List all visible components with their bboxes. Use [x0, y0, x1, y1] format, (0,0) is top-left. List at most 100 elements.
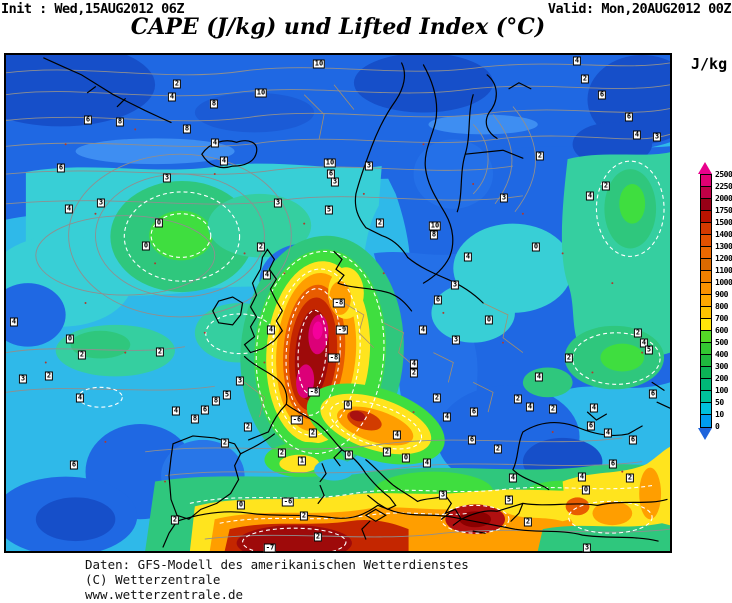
- lifted-index-label: 6: [628, 435, 638, 445]
- legend-band: [701, 211, 711, 223]
- lifted-index-label: 4: [442, 412, 452, 422]
- lifted-index-label: 10: [254, 88, 268, 98]
- legend-band: [701, 295, 711, 307]
- lifted-index-label: 4: [639, 338, 649, 348]
- lifted-index-label: 10: [323, 158, 337, 168]
- lifted-index-label: 0: [531, 242, 541, 252]
- legend-tick-label: 300: [715, 362, 728, 371]
- legend-tick-label: 200: [715, 374, 728, 383]
- lifted-index-label: 4: [572, 56, 582, 66]
- lifted-index-label: 5: [222, 390, 232, 400]
- legend-tick-label: 2000: [715, 194, 732, 203]
- legend-tick-label: 2250: [715, 182, 732, 191]
- legend-band: [701, 379, 711, 391]
- lifted-index-label: 4: [525, 402, 535, 412]
- legend-tick-label: 1000: [715, 278, 732, 287]
- scale-arrow-up-icon: [698, 162, 712, 174]
- legend-tick-label: 1500: [715, 218, 732, 227]
- lifted-index-label: 2: [77, 350, 87, 360]
- lifted-index-label: 6: [648, 389, 658, 399]
- lifted-index-label: 4: [422, 458, 432, 468]
- lifted-index-label: 0: [343, 400, 353, 410]
- legend-unit-label: J/kg: [691, 55, 728, 73]
- lifted-index-label: 2: [277, 448, 287, 458]
- legend-tick-label: 10: [715, 410, 724, 419]
- lifted-index-label: 4: [534, 372, 544, 382]
- legend-band: [701, 415, 711, 427]
- lifted-index-label: 2: [220, 438, 230, 448]
- legend-tick-label: 800: [715, 302, 728, 311]
- lifted-index-label: 3: [18, 374, 28, 384]
- source-attribution: Daten: GFS-Modell des amerikanischen Wet…: [85, 557, 469, 602]
- lifted-index-label: 2: [564, 353, 574, 363]
- lifted-index-label: 6: [69, 460, 79, 470]
- lifted-index-label: 4: [392, 430, 402, 440]
- lifted-index-label: 3: [273, 198, 283, 208]
- legend-tick-label: 1400: [715, 230, 732, 239]
- lifted-index-label: 5: [504, 495, 514, 505]
- legend-tick-label: 700: [715, 314, 728, 323]
- legend-tick-label: 1200: [715, 254, 732, 263]
- lifted-index-label: 6: [200, 405, 210, 415]
- lifted-index-label: 2: [382, 447, 392, 457]
- lifted-index-label: 6: [433, 295, 443, 305]
- legend-tick-label: 500: [715, 338, 728, 347]
- legend-band: [701, 187, 711, 199]
- legend-band: [701, 319, 711, 331]
- lifted-index-label: 6: [597, 90, 607, 100]
- legend-tick-label: 1750: [715, 206, 732, 215]
- lifted-index-label: 2: [513, 394, 523, 404]
- lifted-index-label: 10: [428, 221, 442, 231]
- lifted-index-label: 4: [262, 270, 272, 280]
- lifted-index-label: 1: [297, 456, 307, 466]
- lifted-index-label: 2: [44, 371, 54, 381]
- coastlines: [43, 57, 670, 548]
- website-line: www.wetterzentrale.de: [85, 587, 244, 602]
- lifted-index-label: 2: [580, 74, 590, 84]
- lifted-index-label: 5: [644, 345, 654, 355]
- legend-band: [701, 391, 711, 403]
- lifted-index-label: 8: [182, 124, 192, 134]
- lifted-index-label: 6: [83, 115, 93, 125]
- lifted-index-label: 2: [170, 515, 180, 525]
- lifted-index-label: 4: [463, 252, 473, 262]
- legend-band: [701, 223, 711, 235]
- copyright-line: (C) Wetterzentrale: [85, 572, 221, 587]
- lifted-index-label: 2: [493, 444, 503, 454]
- lifted-index-label: 4: [409, 359, 419, 369]
- lifted-index-label: 4: [603, 428, 613, 438]
- lifted-index-label: 2: [523, 517, 533, 527]
- lifted-index-label: 0: [154, 218, 164, 228]
- lifted-index-label: -6: [290, 415, 304, 425]
- lifted-index-label: 8: [211, 396, 221, 406]
- lifted-index-label: 0: [344, 450, 354, 460]
- lifted-index-label: 2: [625, 473, 635, 483]
- lifted-index-label: 2: [155, 347, 165, 357]
- lifted-index-label: 2: [601, 181, 611, 191]
- lifted-index-label: 3: [451, 335, 461, 345]
- lifted-index-label: 4: [9, 317, 19, 327]
- lifted-index-label: -8: [332, 298, 346, 308]
- lifted-index-label: 8: [115, 117, 125, 127]
- lifted-index-label: 5: [324, 205, 334, 215]
- chart-title: CAPE (J/kg) und Lifted Index (°C): [130, 14, 546, 40]
- lifted-index-label: 3: [450, 280, 460, 290]
- lifted-index-label: 3: [96, 198, 106, 208]
- legend-band: [701, 355, 711, 367]
- lifted-index-label: 4: [585, 191, 595, 201]
- lifted-index-label: 3: [162, 173, 172, 183]
- lifted-index-label: -9: [335, 325, 349, 335]
- lifted-index-label: 4: [210, 138, 220, 148]
- lifted-index-label: 0: [484, 315, 494, 325]
- legend-tick-label: 0: [715, 422, 720, 431]
- lifted-index-label: 4: [632, 130, 642, 140]
- legend-tick-label: 900: [715, 290, 728, 299]
- lifted-index-label: 4: [171, 406, 181, 416]
- legend-band: [701, 175, 711, 187]
- legend-band: [701, 331, 711, 343]
- lifted-index-label: 0: [141, 241, 151, 251]
- lifted-index-label: 8: [209, 99, 219, 109]
- lifted-index-label: 4: [266, 325, 276, 335]
- legend-band: [701, 343, 711, 355]
